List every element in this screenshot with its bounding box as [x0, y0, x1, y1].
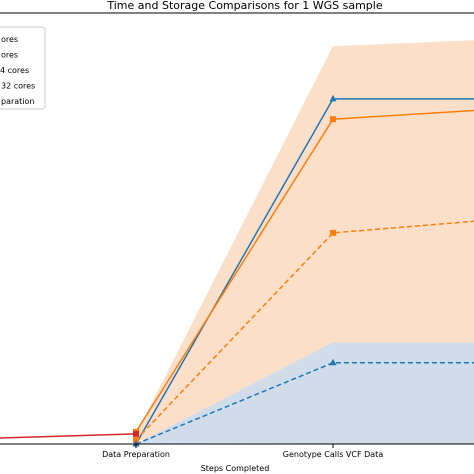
series-4-point-1	[133, 430, 139, 437]
series-1-point-1	[330, 116, 336, 123]
series-line-2	[135, 220, 474, 441]
x-tick-label-2: Genotype Calls VCF Data	[283, 450, 384, 459]
series-3-point-0	[132, 440, 140, 447]
series-2-point-0	[133, 436, 139, 443]
confidence-bands	[136, 40, 474, 444]
series-line-3	[135, 362, 474, 445]
x-axis-label: Steps Completed	[201, 464, 270, 473]
legend-entry-1: ores	[1, 51, 18, 60]
legend-entry-0: ores	[1, 35, 18, 44]
band-1	[136, 342, 474, 444]
series-0-point-1	[329, 94, 337, 102]
legend-entry-3: 32 cores	[1, 82, 35, 91]
series-line-4	[0, 433, 137, 439]
legend-box	[0, 26, 46, 110]
legend-entry-2: 4 cores	[0, 66, 29, 75]
legend-entry-4: paration	[1, 97, 35, 106]
series-markers	[132, 94, 337, 447]
x-tick-label-1: Data Preparation	[102, 450, 170, 459]
series-2-point-1	[330, 229, 336, 236]
chart-title: Time and Storage Comparisons for 1 WGS s…	[106, 0, 382, 12]
legend: ores ores 4 cores 32 cores paration	[0, 26, 46, 110]
axes: Data Preparation Genotype Calls VCF Data	[0, 12, 474, 459]
series-3-point-1	[329, 358, 337, 366]
